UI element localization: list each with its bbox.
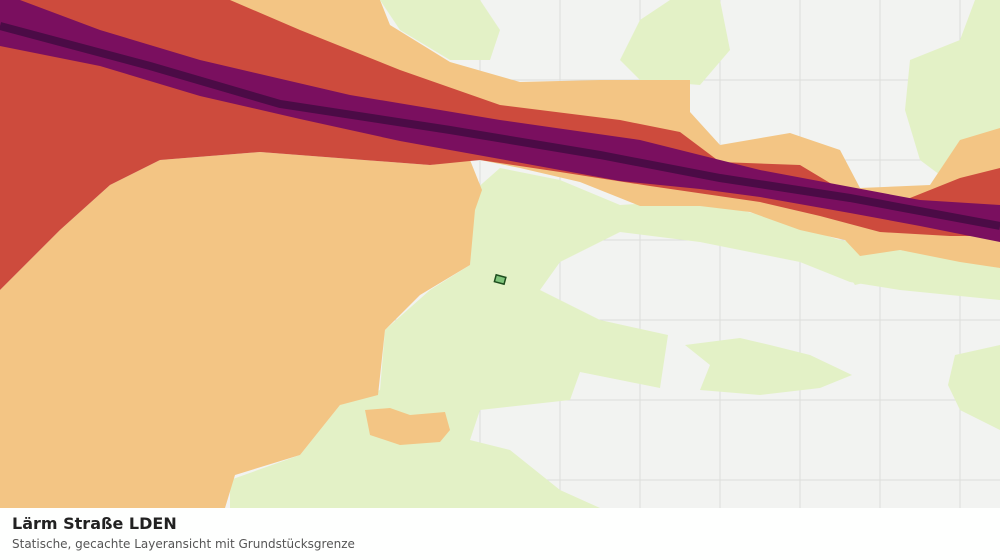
info-panel: Lärm Straße LDEN Statische, gecachte Lay… xyxy=(0,508,1000,560)
layer-title: Lärm Straße LDEN xyxy=(12,514,177,533)
noise-zone-extreme xyxy=(0,22,1000,230)
layer-subtitle: Statische, gecachte Layeransicht mit Gru… xyxy=(12,537,355,551)
parcel-boundary xyxy=(493,273,507,286)
map-canvas xyxy=(0,0,1000,508)
